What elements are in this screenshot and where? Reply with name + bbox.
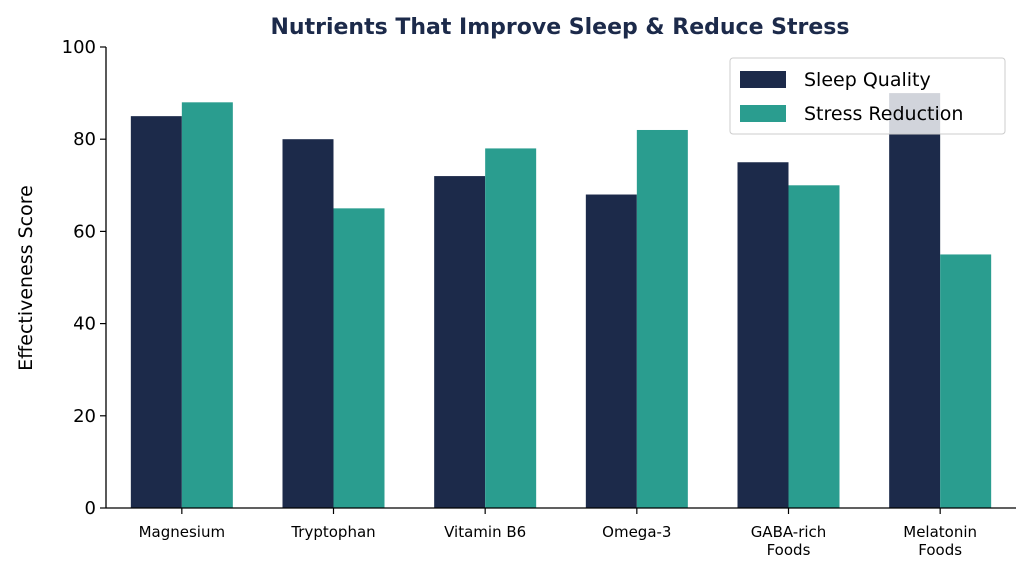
bar-sleep-quality-3: [585, 194, 637, 508]
y-axis-label: Effectiveness Score: [15, 185, 37, 371]
legend-swatch: [740, 71, 786, 88]
x-tick-label: GABA-rich Foods: [751, 523, 827, 559]
y-tick-label: 20: [73, 406, 96, 427]
bar-stress-reduction-0: [181, 102, 233, 508]
bar-stress-reduction-3: [636, 129, 688, 509]
legend-frame: [729, 57, 1006, 135]
x-tick-label: Tryptophan: [290, 523, 375, 541]
bar-stress-reduction-1: [333, 208, 385, 508]
legend-swatch: [740, 105, 786, 122]
bar-sleep-quality-5: [889, 93, 941, 508]
y-tick-label: 60: [73, 221, 96, 242]
y-axis: 0 20 40 60 80 100: [62, 37, 107, 519]
legend: Sleep Quality Stress Reduction: [729, 57, 1006, 135]
y-tick-label: 40: [73, 314, 96, 335]
bar-sleep-quality-4: [737, 162, 789, 508]
bar-stress-reduction-5: [940, 254, 992, 508]
legend-label: Sleep Quality: [804, 69, 931, 91]
legend-label: Stress Reduction: [804, 103, 963, 125]
bar-sleep-quality-1: [282, 139, 334, 508]
bar-sleep-quality-0: [130, 116, 182, 509]
x-tick-label: Omega-3: [602, 523, 671, 541]
x-axis: Magnesium Tryptophan Vitamin B6 Omega-3 GABA…: [106, 507, 1016, 559]
y-tick-label: 80: [73, 129, 96, 150]
bar-stress-reduction-4: [788, 185, 840, 509]
x-tick-label: Melatonin Foods: [903, 523, 977, 559]
bar-stress-reduction-2: [485, 148, 537, 509]
y-tick-label: 0: [85, 498, 96, 519]
bar-sleep-quality-2: [434, 176, 486, 508]
y-tick-label: 100: [62, 37, 96, 58]
x-tick-label: Vitamin B6: [444, 523, 526, 541]
bars-group: [130, 93, 992, 509]
x-tick-label: Magnesium: [139, 523, 226, 541]
chart-title: Nutrients That Improve Sleep & Reduce St…: [271, 15, 850, 40]
